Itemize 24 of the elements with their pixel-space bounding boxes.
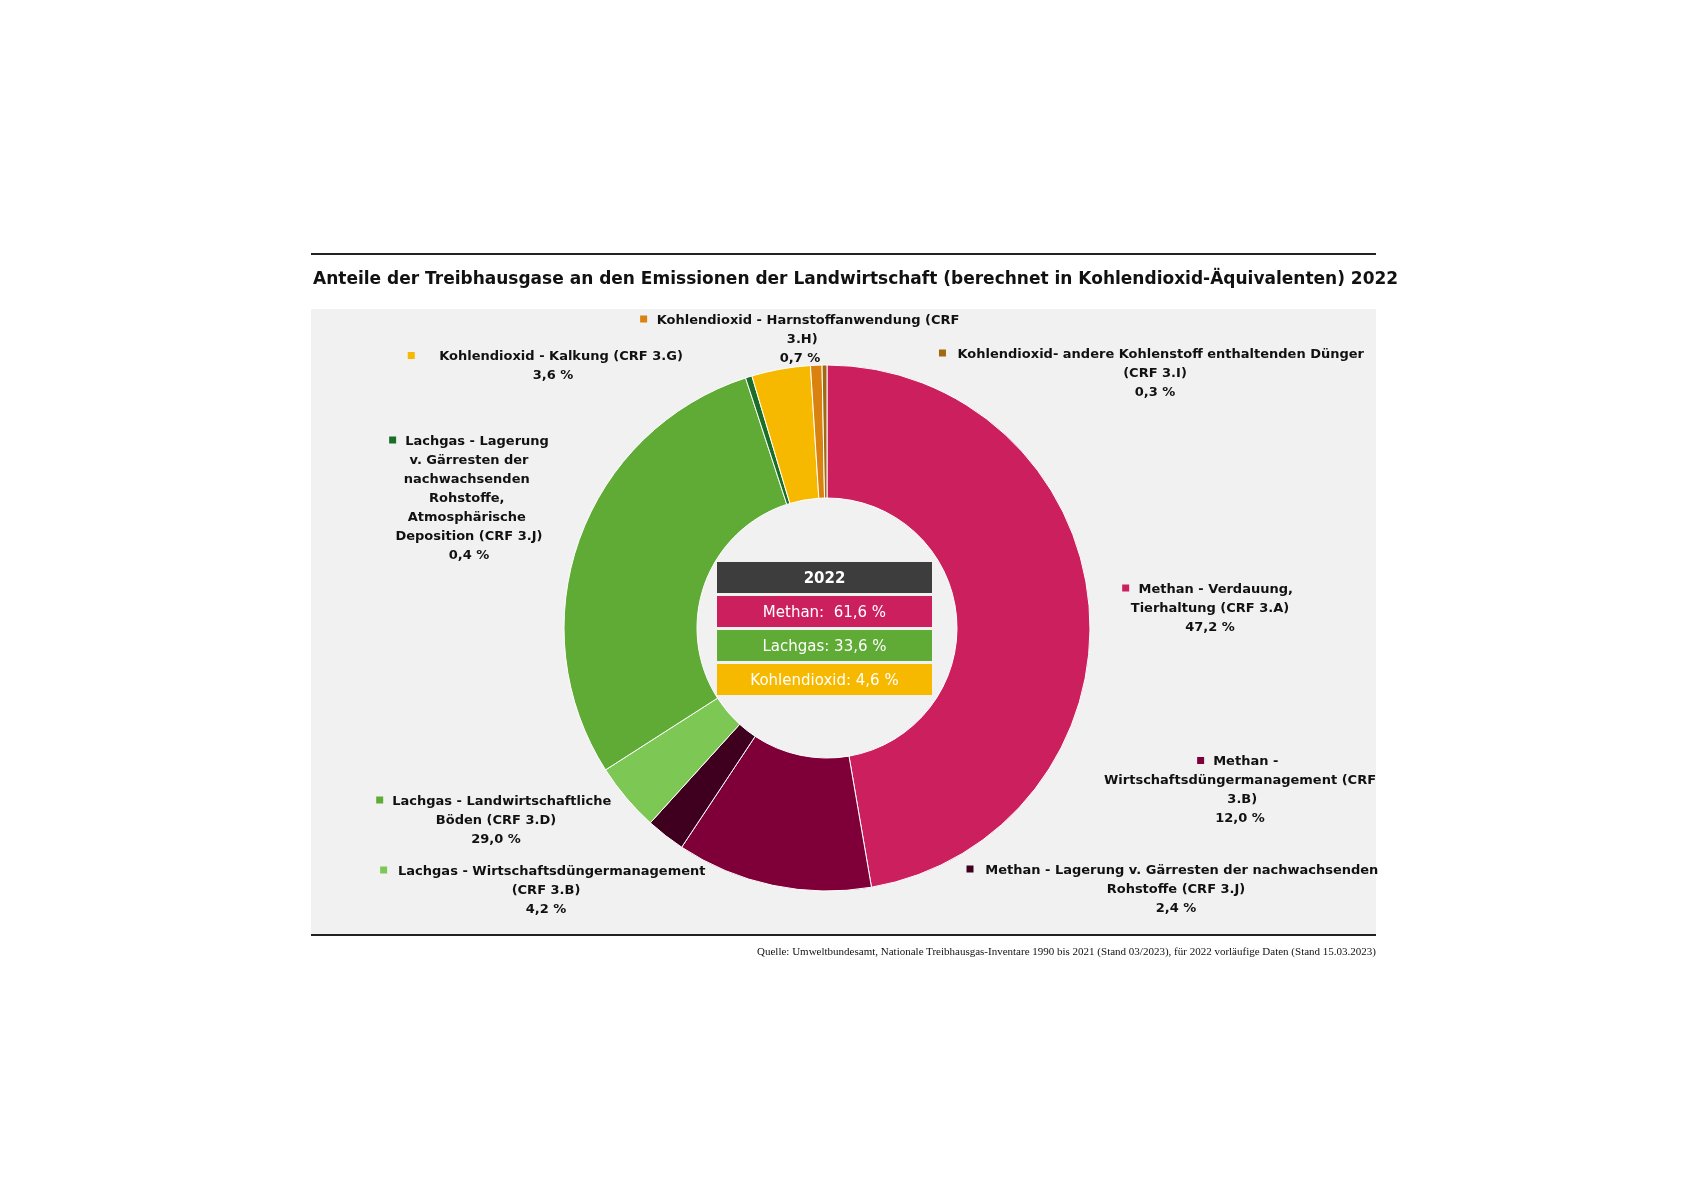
data-label: 47,2 %: [1185, 618, 1235, 634]
text: 2022: [803, 569, 846, 587]
data-label: 0,3 %: [1134, 383, 1176, 399]
data-label: 4,2 %: [525, 900, 567, 916]
legend-label: Methan - Lagerung v. Gärresten der nachwachsenden Rohstoffe (CRF 3.J): [976, 861, 1383, 896]
legend-label: Methan - Wirtschaftsdüngermanagement (CRF 3.B): [1103, 753, 1377, 806]
text: Lachgas: 33,6 %: [762, 637, 887, 655]
text: Methan: 61,6 %: [762, 603, 887, 621]
data-label: 0,4 %: [448, 546, 490, 562]
legend-label: Methan - Verdauung, Tierhaltung (CRF 3.A): [1129, 580, 1298, 615]
data-label: 29,0 %: [471, 830, 521, 846]
data-label: 0,7 %: [779, 349, 821, 365]
legend-label: Lachgas - Landwirtschaftliche Böden (CRF 3.D): [383, 792, 616, 827]
legend-label: Lachgas - Wirtschaftsdüngermanagement (CRF 3.B): [388, 862, 711, 897]
legend-label: Kohlendioxid- andere Kohlenstoff enthaltenden Dünger (CRF 3.I): [948, 345, 1369, 380]
legend-label: Lachgas - Lagerung v. Gärresten der nachwachsenden Rohstoffe, Atmosphärische Deposition (CRF 3.J): [395, 432, 549, 543]
source-note: Quelle: Umweltbundesamt, Nationale Treibhausgas-Inventare 1990 bis 2021 (Stand 03/2023), für 2022 vorläufige Daten (Stand 15.03.2023): [757, 944, 1377, 958]
legend-label: Kohlendioxid - Harnstoffanwendung (CRF 3.H): [647, 311, 960, 346]
data-label: 2,4 %: [1155, 899, 1197, 915]
chart-title: Anteile der Treibhausgase an den Emissionen der Landwirtschaft (berechnet in Kohlendioxid-Äquivalenten) 2022: [313, 266, 1399, 288]
text: Kohlendioxid: 4,6 %: [750, 671, 899, 689]
data-label: 12,0 %: [1215, 810, 1265, 825]
legend-label: Kohlendioxid - Kalkung (CRF 3.G): [430, 348, 683, 363]
data-label: 3,6 %: [532, 367, 574, 382]
